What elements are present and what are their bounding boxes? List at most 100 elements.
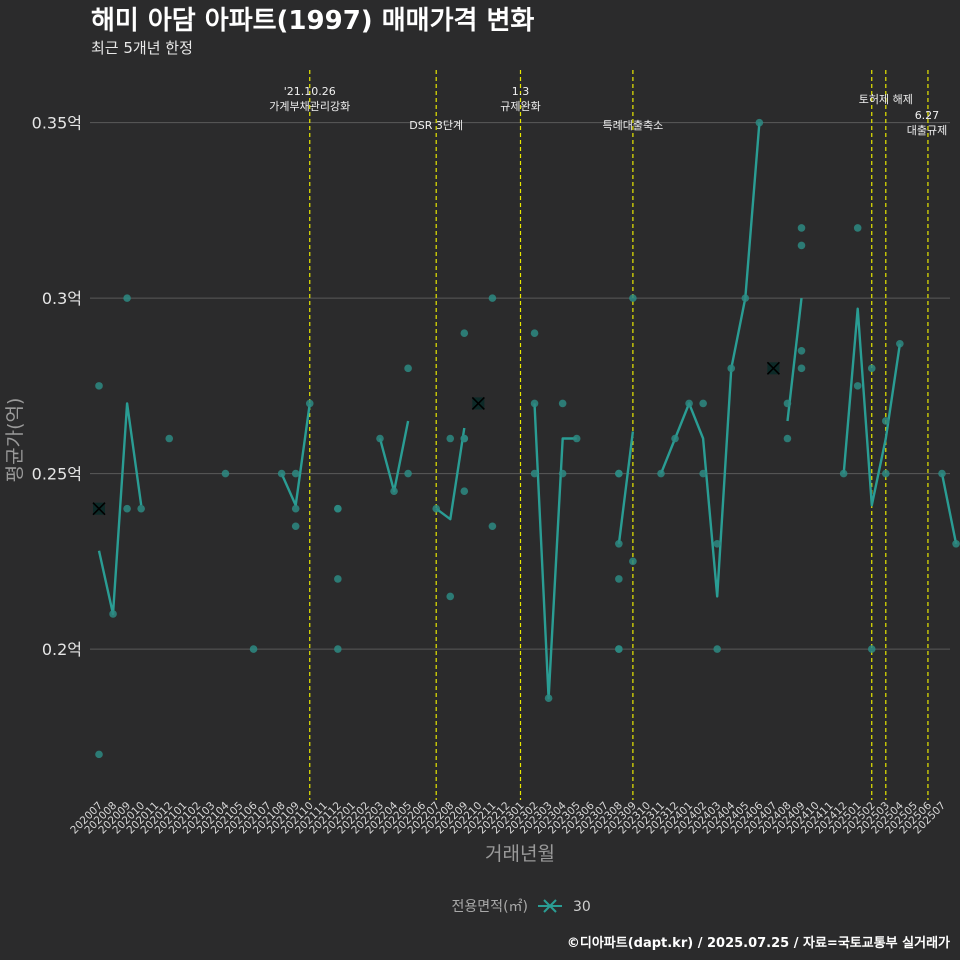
data-point [376,434,384,443]
data-point [488,522,497,531]
data-point [460,434,469,443]
data-point [404,364,412,373]
data-point [123,504,131,513]
series-line-segment [435,427,466,521]
data-point [657,469,665,478]
data-point [530,469,539,478]
event-label: 가계부채관리강화 [269,100,350,113]
x-tick-labels: 2020072020082020092020102020112020122021… [68,799,948,836]
data-point [882,417,890,425]
data-point [305,399,314,408]
data-point [867,645,876,653]
series-line-segment [533,403,577,700]
series-line-segment [842,307,902,507]
legend-entry-30: 30 [573,899,591,915]
y-tick-label: 0.25억 [32,465,82,484]
data-point [853,224,862,232]
data-point [123,294,131,302]
legend: 전용면적(㎡) 30 [452,899,591,915]
series-line-segment [617,431,635,544]
data-point [755,118,764,127]
data-point [783,399,792,408]
data-point [165,434,174,443]
data-point [952,539,960,548]
data-point [797,241,806,250]
data-point [783,434,792,443]
data-point [882,469,890,478]
data-point [615,575,623,583]
data-point [291,469,300,478]
data-point [95,750,103,759]
data-point [446,592,455,601]
data-point [572,434,581,443]
data-point [699,469,707,478]
data-point [530,399,539,408]
highlight-markers [92,361,780,516]
data-point [137,504,145,513]
data-point [615,539,623,548]
event-label: 규제완화 [500,100,540,113]
event-label: 토허제 해제 [859,92,913,106]
data-point [291,504,300,513]
data-point [249,645,258,653]
data-point [390,487,398,495]
y-tick-labels: 0.2억 0.25억 0.3억 0.35억 [32,114,82,659]
event-label: 대출규제 [907,124,947,137]
data-point [615,645,623,653]
data-point [291,522,300,531]
data-point [530,329,539,338]
data-point [727,364,736,373]
data-point [460,487,469,495]
y-tick-label: 0.35억 [32,114,82,133]
chart-caption: ©디아파트(dapt.kr) / 2025.07.25 / 자료=국토교통부 실… [567,935,950,951]
data-point [741,294,750,302]
y-axis-title: 평균가(억) [4,398,26,483]
data-point [615,469,623,478]
y-tick-label: 0.2억 [42,640,82,659]
highlight-marker [471,396,485,410]
data-point [853,382,862,390]
chart-title: 해미 아담 아파트(1997) 매매가격 변화 [91,6,534,36]
data-point [460,329,469,338]
data-point [277,469,286,478]
data-point [938,469,946,478]
highlight-marker [92,502,106,516]
data-point [896,339,904,348]
data-point [404,469,412,478]
series-line-segment [659,122,761,598]
series-line-segment [940,473,958,545]
highlight-marker [766,361,780,375]
series-lines [97,122,958,700]
data-point [671,434,679,443]
chart-subtitle: 최근 5개년 한정 [91,39,193,57]
series-line-segment [97,402,143,616]
data-point [95,382,103,390]
data-point [109,610,117,618]
event-label: DSR 3단계 [409,119,463,132]
y-tick-label: 0.3억 [42,289,82,308]
data-point [797,346,806,355]
event-label: 특례대출축소 [603,119,664,132]
legend-x-swatch-2 [543,899,557,913]
x-axis-title: 거래년월 [485,843,555,865]
data-point [544,694,553,703]
data-point [432,504,441,513]
data-point [334,575,342,583]
data-point [699,399,707,408]
data-point [334,504,342,513]
data-points [95,118,960,759]
data-point [685,399,693,408]
data-point [629,294,637,302]
event-label: '21.10.26 [284,85,336,98]
data-point [558,469,567,478]
event-label: 1.3 [512,85,530,98]
data-point [797,224,806,232]
data-point [334,645,342,653]
event-label: 6.27 [915,109,940,122]
legend-title: 전용면적(㎡) [452,899,528,915]
data-point [713,645,721,653]
data-point [446,434,455,443]
data-point [713,539,721,548]
data-point [839,469,848,478]
